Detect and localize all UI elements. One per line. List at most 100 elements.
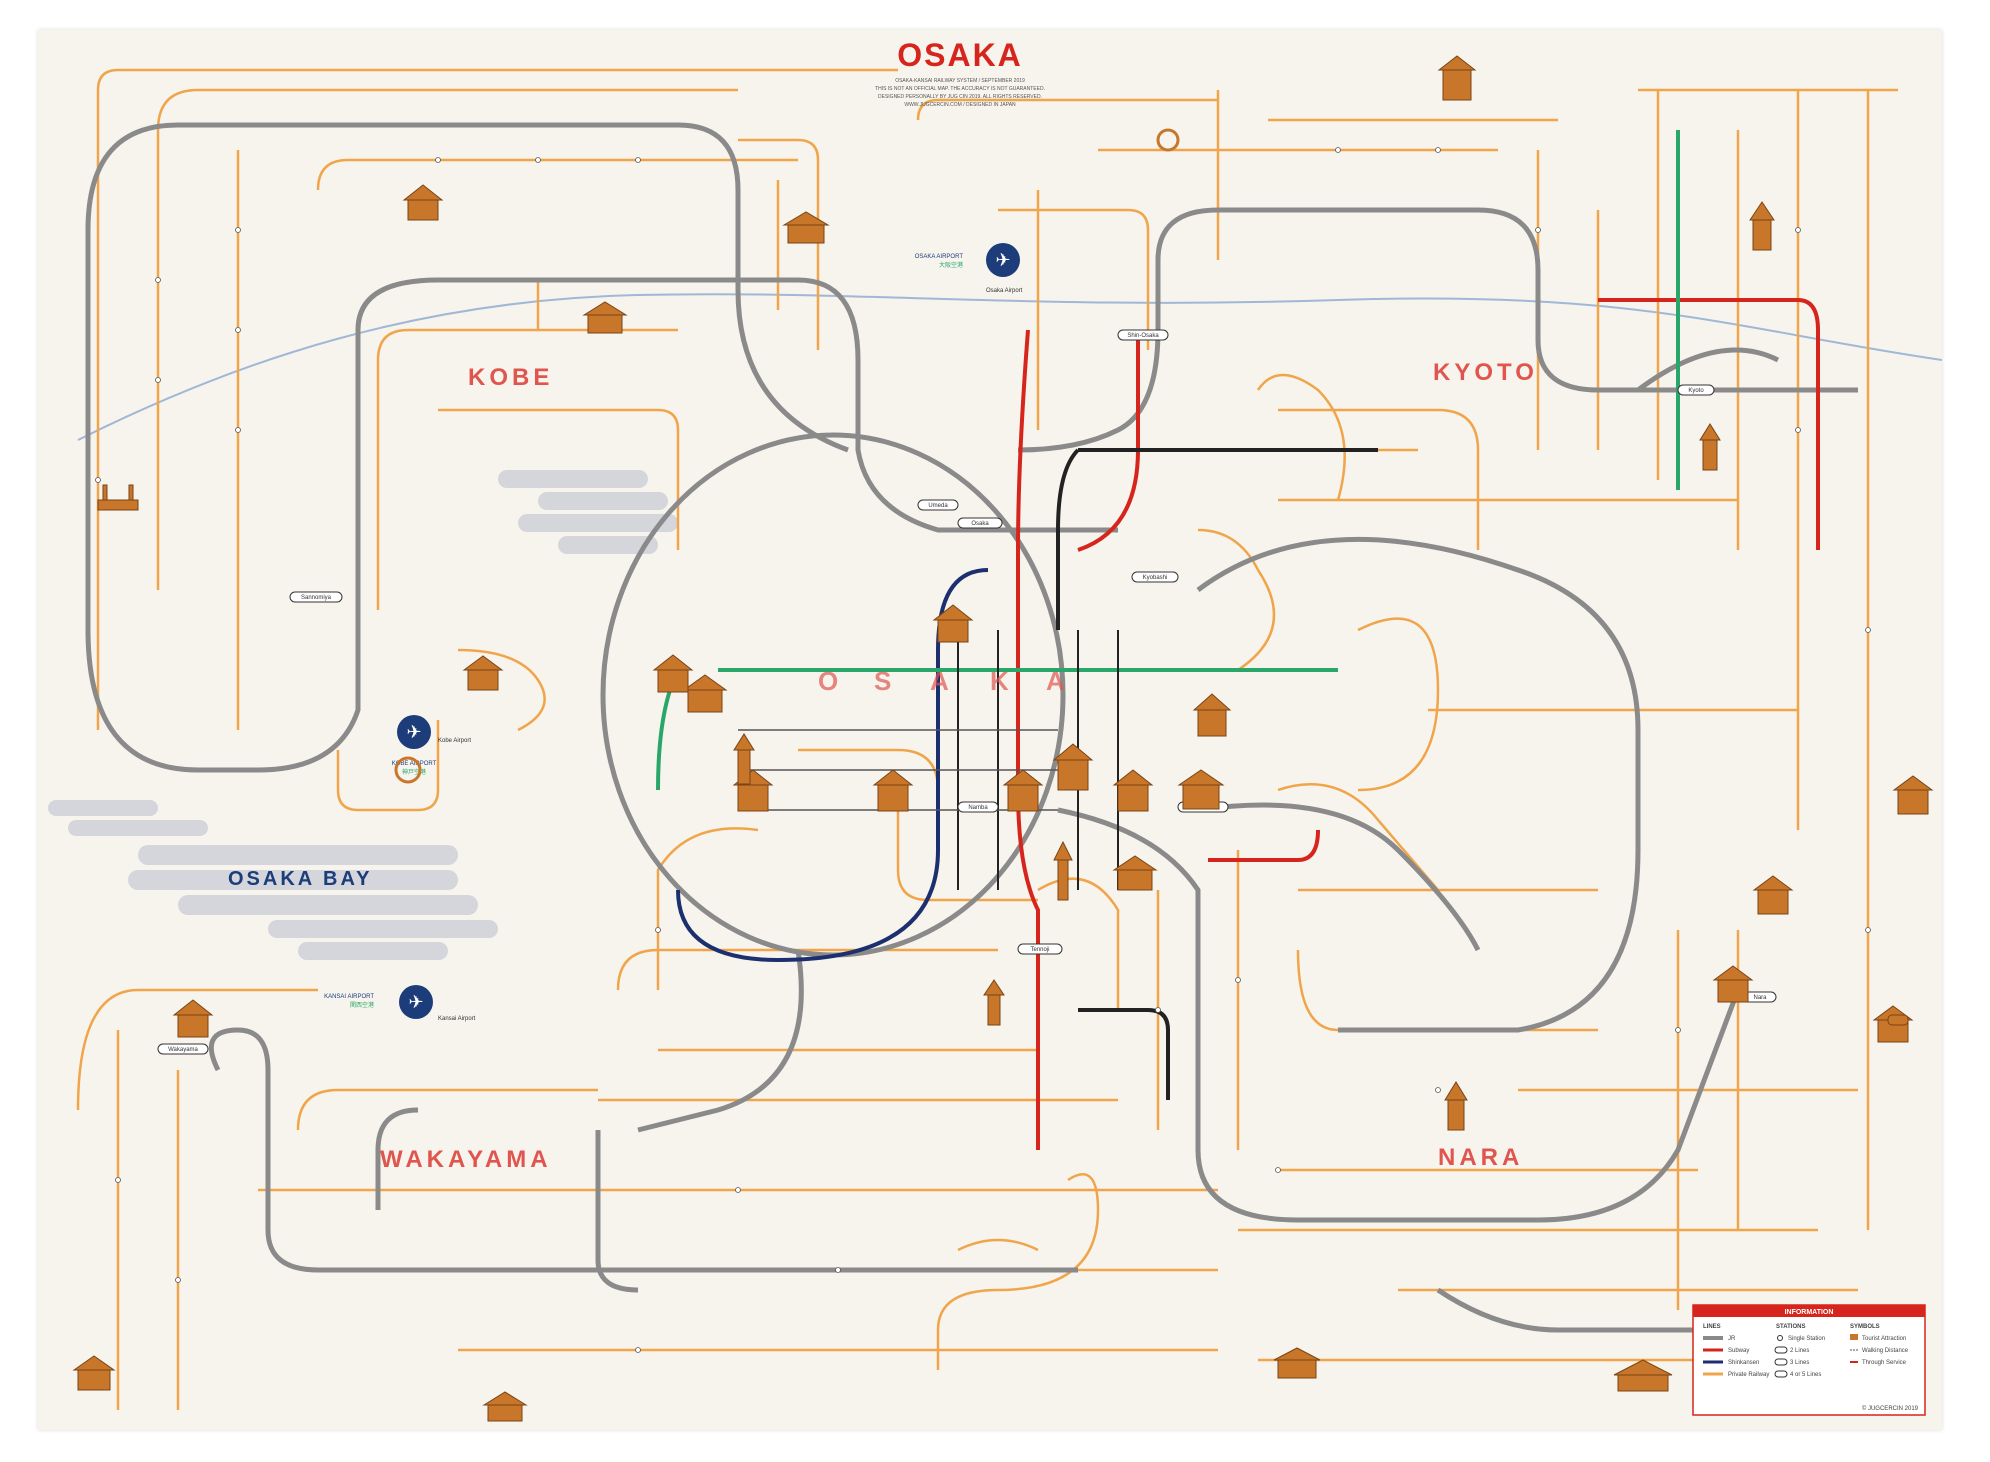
pagoda-icon — [1699, 423, 1721, 471]
svg-text:S: S — [874, 666, 895, 696]
station-kobe-airport[interactable]: Kobe Airport — [438, 738, 471, 744]
station-kyobashi[interactable]: Kyobashi — [1131, 571, 1179, 583]
temple-icon — [732, 769, 774, 812]
legend-col-symbols: SYMBOLS — [1850, 1324, 1880, 1330]
temple-icon — [1177, 769, 1225, 810]
airport-osaka-jp: 大阪空港 — [939, 261, 963, 269]
station-nara[interactable]: Nara — [1743, 991, 1777, 1003]
map-poster: OSAKA OSAKA-KANSAI RAILWAY SYSTEM / SEPT… — [38, 30, 1942, 1430]
temple-icon — [1192, 693, 1232, 737]
airplane-glyph: ✈ — [406, 722, 421, 742]
airport-kansai[interactable]: ✈ KANSAI AIRPORT 関西空港 — [324, 985, 433, 1019]
temple-icon — [1002, 769, 1044, 812]
legend-station-4: 4 or 5 Lines — [1790, 1372, 1821, 1378]
station-kansai-airport[interactable]: Kansai Airport — [438, 1016, 476, 1022]
svg-text:Osaka: Osaka — [971, 521, 989, 527]
svg-text:OSAKA-KANSAI RAILWAY SYSTEM /: OSAKA-KANSAI RAILWAY SYSTEM / SEPTEMBER … — [895, 78, 1025, 84]
subway-red-small — [1208, 829, 1320, 862]
temple-icon — [1613, 1359, 1673, 1392]
airport-kansai-jp: 関西空港 — [350, 1001, 374, 1009]
airport-osaka[interactable]: ✈ OSAKA AIRPORT 大阪空港 — [915, 243, 1020, 277]
station-sannomiya[interactable]: Sannomiya — [289, 591, 343, 603]
deer-icon — [1887, 1014, 1909, 1026]
legend-station-2: 2 Lines — [1790, 1348, 1809, 1354]
region-label-osaka: O S A K A — [818, 666, 1069, 696]
airport-kobe-label: KOBE AIRPORT — [392, 761, 437, 767]
station-wakayama[interactable]: Wakayama — [157, 1043, 209, 1055]
station-tennoji[interactable]: Tennoji — [1017, 943, 1063, 955]
legend-box: INFORMATION LINES STATIONS SYMBOLS JR Su… — [1692, 1304, 1926, 1416]
station-osaka[interactable]: Osaka — [957, 517, 1003, 529]
railway-map: OSAKA OSAKA-KANSAI RAILWAY SYSTEM / SEPT… — [48, 37, 1942, 1422]
station-kyoto[interactable]: Kyoto — [1677, 384, 1715, 396]
svg-text:Umeda: Umeda — [928, 503, 948, 509]
svg-text:Wakayama: Wakayama — [168, 1047, 198, 1053]
legend-title: INFORMATION — [1785, 1309, 1834, 1316]
airport-osaka-label: OSAKA AIRPORT — [915, 254, 964, 260]
region-label-kobe: KOBE — [468, 364, 553, 391]
svg-text:A: A — [930, 666, 953, 696]
station-namba[interactable]: Namba — [957, 801, 999, 813]
svg-text:Namba: Namba — [968, 805, 988, 811]
station-shin-osaka[interactable]: Shin-Osaka — [1117, 329, 1169, 341]
svg-text:Nara: Nara — [1753, 995, 1767, 1001]
castle-icon — [1437, 55, 1477, 101]
airport-kobe[interactable]: ✈ KOBE AIRPORT 神戸空港 — [392, 715, 437, 776]
tower-icon — [733, 733, 755, 785]
jr-lines — [85, 122, 1858, 1333]
temple-icon — [1892, 775, 1934, 815]
temple-icon — [1712, 965, 1754, 1003]
airplane-icon — [986, 243, 1020, 277]
bridge-icon — [97, 484, 139, 511]
station-umeda[interactable]: Umeda — [917, 499, 959, 511]
major-stations: Osaka Umeda Namba Tennoji Kyoto Nara Wak… — [157, 288, 1777, 1055]
svg-text:O: O — [818, 666, 842, 696]
region-label-osaka-bay: OSAKA BAY — [228, 868, 372, 890]
legend-symbol-walking: Walking Distance — [1862, 1348, 1909, 1354]
temple-icon — [652, 654, 694, 693]
airplane-icon — [397, 715, 431, 749]
castle-icon — [1052, 743, 1094, 791]
ferris-wheel-icon — [1156, 128, 1180, 152]
temple-icon — [1752, 875, 1794, 915]
legend-line-subway: Subway — [1728, 1348, 1749, 1354]
svg-text:Shin-Osaka: Shin-Osaka — [1127, 333, 1159, 339]
legend-col-stations: STATIONS — [1776, 1324, 1805, 1330]
pagoda-icon — [1444, 1081, 1468, 1131]
region-label-nara: NARA — [1438, 1144, 1523, 1171]
temple-icon — [1273, 1347, 1321, 1379]
ferris-wheel-icon — [394, 756, 422, 784]
svg-text:K: K — [990, 666, 1013, 696]
temple-icon — [402, 184, 444, 221]
legend-line-private: Private Railway — [1728, 1372, 1769, 1378]
tower-icon — [983, 979, 1005, 1026]
svg-text:Kyobashi: Kyobashi — [1143, 575, 1168, 581]
map-title: OSAKA — [897, 37, 1023, 73]
pagoda-icon — [1749, 201, 1775, 251]
svg-text:Tennoji: Tennoji — [1030, 947, 1049, 953]
temple-icon — [172, 999, 214, 1038]
subway-black-line — [1056, 448, 1378, 1100]
legend-station-3: 3 Lines — [1790, 1360, 1809, 1366]
temple-icon — [872, 769, 914, 812]
temple-icon — [1112, 769, 1154, 812]
airplane-glyph: ✈ — [408, 992, 423, 1012]
svg-text:Kobe Airport: Kobe Airport — [438, 738, 471, 744]
svg-text:Sannomiya: Sannomiya — [301, 595, 332, 601]
temple-icon — [682, 674, 728, 713]
station-osaka-airport[interactable]: Osaka Airport — [986, 288, 1023, 294]
river — [77, 293, 1942, 441]
svg-text:Kansai Airport: Kansai Airport — [438, 1016, 476, 1022]
cloud-decoration — [48, 470, 678, 960]
legend-copyright: © JUGCERCIN 2019 — [1862, 1405, 1919, 1412]
temple-icon — [582, 301, 628, 334]
tourist-attraction-icons — [72, 55, 1934, 1422]
svg-text:Kyoto: Kyoto — [1688, 388, 1704, 394]
svg-text:A: A — [1046, 666, 1069, 696]
legend-symbol-attraction: Tourist Attraction — [1862, 1336, 1906, 1342]
svg-text:THIS IS NOT AN OFFICIAL MAP. T: THIS IS NOT AN OFFICIAL MAP. THE ACCURAC… — [875, 86, 1045, 92]
legend-line-shinkansen: Shinkansen — [1728, 1360, 1759, 1366]
legend-symbol-through: Through Service — [1862, 1360, 1907, 1366]
legend-line-jr: JR — [1728, 1336, 1736, 1342]
temple-icon — [482, 1391, 528, 1422]
